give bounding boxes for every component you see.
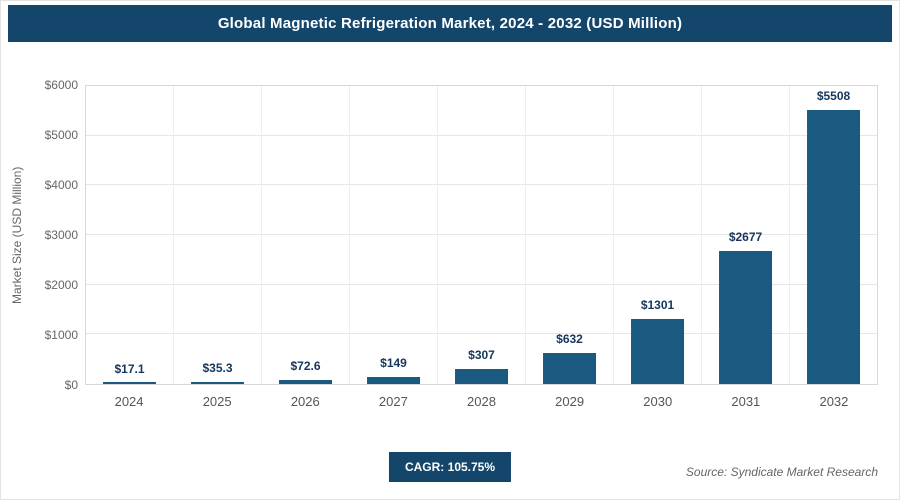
gridline	[86, 234, 877, 235]
x-tick-label: 2030	[643, 394, 673, 409]
cagr-badge: CAGR: 105.75%	[388, 452, 512, 482]
bar-value-label: $1301	[640, 298, 675, 313]
bar-value-label: $72.6	[290, 359, 321, 374]
bar-slot: $2677	[701, 86, 789, 384]
bar-slot: $307	[437, 86, 525, 384]
bar-2031	[718, 251, 773, 384]
y-tick-label: $2000	[44, 278, 78, 292]
bar-value-label: $35.3	[202, 361, 233, 376]
source-credit: Source: Syndicate Market Research	[685, 465, 878, 479]
x-tick-label: 2028	[467, 394, 496, 409]
bar-slot: $72.6	[261, 86, 349, 384]
x-axis-labels: 2024 2025 2026 2027 2028 2029 2030 2031 2032	[85, 394, 878, 409]
x-tick-label: 2024	[114, 394, 144, 409]
bar-value-label: $149	[380, 355, 407, 370]
bar-slot: $1301	[613, 86, 701, 384]
y-tick-label: $4000	[44, 178, 78, 192]
bar-slot: $632	[525, 86, 613, 384]
gridline	[86, 283, 877, 285]
chart-title: Global Magnetic Refrigeration Market, 20…	[217, 15, 683, 32]
bar-slot: $5508	[789, 86, 877, 384]
bar-value-label: $632	[556, 331, 583, 346]
bar-value-label: $2677	[728, 230, 763, 245]
y-tick-label: $6000	[44, 78, 78, 92]
bar-2025	[190, 382, 245, 384]
bar-2027	[366, 376, 421, 384]
bar-2024	[102, 382, 157, 384]
x-tick-label: 2031	[731, 394, 761, 409]
y-tick-label: $5000	[44, 128, 78, 142]
y-tick-label: $3000	[44, 228, 78, 242]
x-tick-label: 2032	[819, 394, 849, 409]
bar-2029	[542, 352, 597, 384]
plot-area: $17.1 $35.3 $72.6 $149 $307 $632 $1301 $2677 $55…	[85, 85, 878, 385]
x-tick-label: 2029	[555, 394, 585, 409]
x-tick-label: 2027	[378, 394, 408, 409]
bar-value-label: $17.1	[114, 362, 145, 377]
y-tick-label: $0	[64, 378, 78, 392]
bars: $17.1 $35.3 $72.6 $149 $307 $632 $1301 $2677 $55…	[86, 86, 877, 384]
gridline	[86, 184, 877, 186]
bar-2032	[806, 110, 861, 384]
gridline	[86, 333, 877, 335]
bar-value-label: $5508	[816, 89, 851, 104]
bar-2028	[454, 368, 509, 384]
x-tick-label: 2025	[202, 394, 232, 409]
bar-2030	[630, 319, 685, 384]
bar-slot: $149	[349, 86, 437, 384]
x-tick-label: 2026	[290, 394, 320, 409]
bar-2026	[278, 380, 333, 384]
bar-value-label: $307	[468, 347, 495, 362]
gridline	[86, 134, 877, 136]
bar-slot: $17.1	[86, 86, 173, 384]
y-tick-label: $1000	[44, 328, 78, 342]
bar-slot: $35.3	[173, 86, 261, 384]
chart-title-bar: Global Magnetic Refrigeration Market, 20…	[8, 5, 892, 42]
y-axis-ticks: $0 $1000 $2000 $3000 $4000 $5000 $6000	[0, 78, 78, 392]
